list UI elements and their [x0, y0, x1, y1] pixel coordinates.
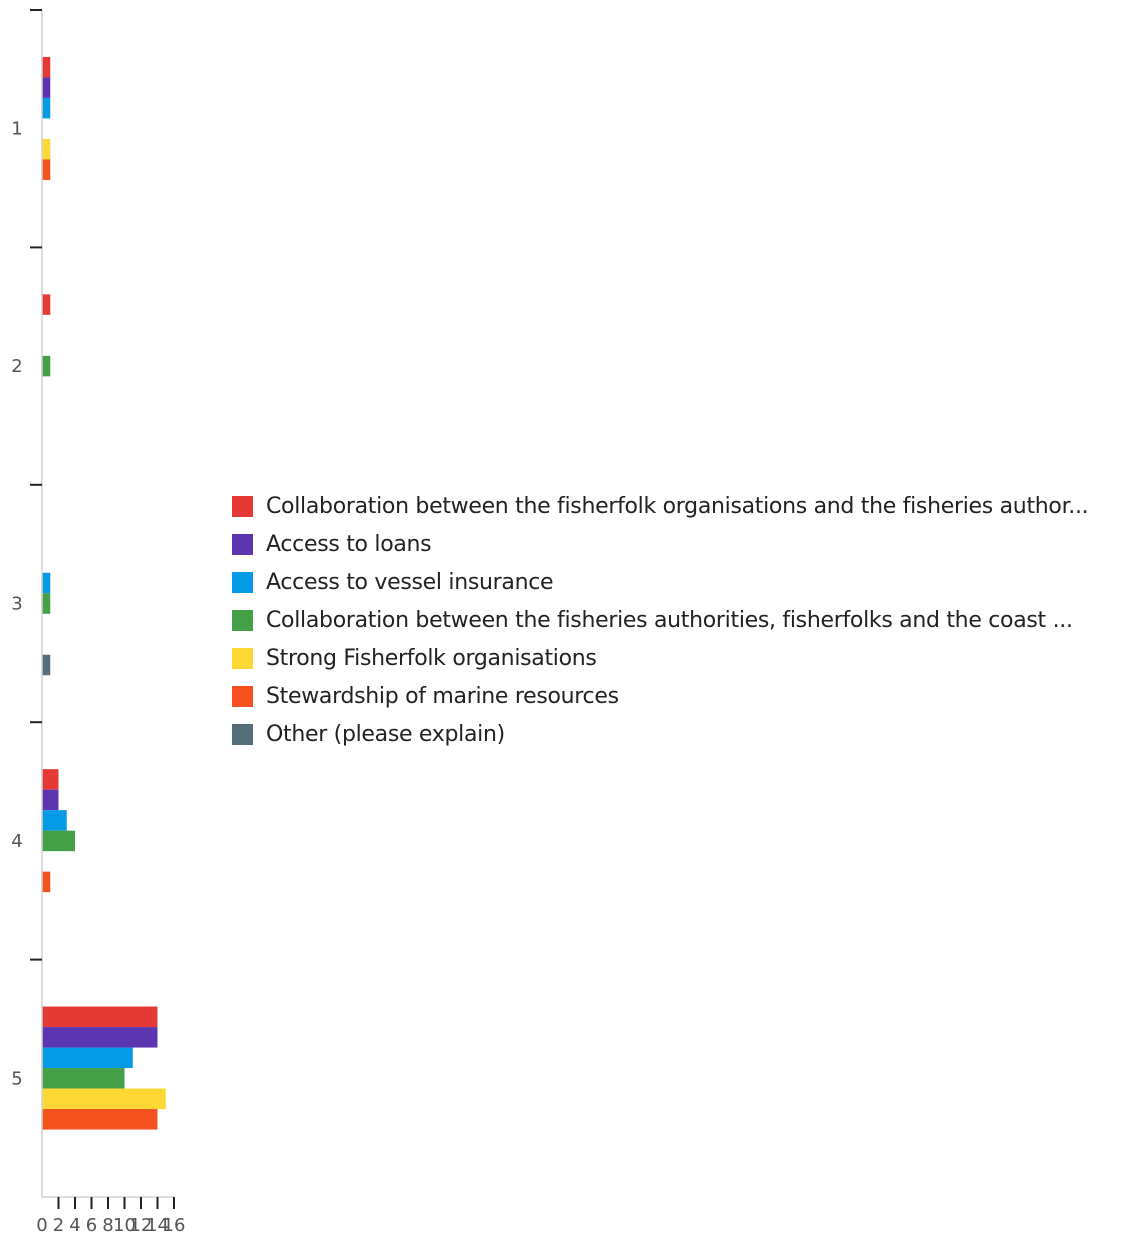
legend-swatch [232, 495, 253, 517]
x-tick-label: 4 [69, 1215, 80, 1236]
legend-swatch [232, 571, 253, 593]
bars-group [42, 56, 166, 1130]
legend: Collaboration between the fisherfolk org… [232, 487, 1089, 753]
legend-label: Access to loans [266, 531, 432, 557]
y-tick-label: 4 [11, 831, 22, 852]
legend-swatch [232, 685, 253, 707]
bar[interactable] [42, 1109, 158, 1130]
bar[interactable] [42, 1088, 166, 1110]
bar[interactable] [42, 159, 51, 180]
bar[interactable] [42, 138, 51, 160]
bar[interactable] [42, 1027, 158, 1048]
y-axis-labels: 1 2 3 4 5 [11, 119, 22, 1090]
bar[interactable] [42, 789, 59, 811]
x-tick-label: 10 [113, 1215, 136, 1236]
legend-label: Other (please explain) [266, 721, 505, 747]
legend-swatch [232, 723, 253, 745]
bar[interactable] [42, 593, 51, 614]
legend-item[interactable]: Access to vessel insurance [232, 563, 1088, 601]
bar[interactable] [42, 1047, 133, 1069]
bar[interactable] [42, 294, 51, 315]
legend-swatch [232, 533, 253, 555]
bar[interactable] [42, 810, 67, 831]
bar[interactable] [42, 769, 59, 790]
legend-item[interactable]: Collaboration between the fisherfolk org… [232, 487, 1089, 525]
y-tick-label: 2 [11, 356, 22, 377]
x-tick-label: 16 [163, 1215, 186, 1236]
legend-swatch [232, 647, 253, 669]
legend-swatch [232, 609, 253, 631]
y-tick-label: 5 [11, 1068, 22, 1089]
x-tick-label: 14 [146, 1215, 169, 1236]
legend-label: Collaboration between the fisherfolk org… [266, 493, 1089, 519]
bar[interactable] [42, 572, 51, 594]
x-tick-label: 0 [36, 1215, 47, 1236]
x-tick-label: 6 [86, 1215, 97, 1236]
bar[interactable] [42, 77, 51, 98]
bar[interactable] [42, 654, 51, 676]
legend-item[interactable]: Strong Fisherfolk organisations [232, 639, 1088, 677]
y-tick-label: 3 [11, 594, 22, 615]
legend-item[interactable]: Stewardship of marine resources [232, 677, 1088, 715]
bar[interactable] [42, 97, 51, 119]
x-axis-ticks [57, 1197, 175, 1209]
bar[interactable] [42, 1068, 125, 1089]
legend-label: Strong Fisherfolk organisations [266, 645, 597, 671]
bar[interactable] [42, 56, 51, 78]
legend-label: Collaboration between the fisheries auth… [266, 607, 1073, 633]
y-tick-label: 1 [11, 119, 22, 140]
bar[interactable] [42, 871, 51, 893]
legend-item[interactable]: Access to loans [232, 525, 1088, 563]
legend-item[interactable]: Other (please explain) [232, 715, 1088, 753]
bar[interactable] [42, 1006, 158, 1028]
y-axis-ticks [30, 9, 42, 961]
legend-label: Stewardship of marine resources [266, 683, 619, 709]
legend-label: Access to vessel insurance [266, 569, 554, 595]
x-tick-label: 8 [102, 1215, 113, 1236]
bar[interactable] [42, 355, 51, 377]
x-tick-label: 12 [130, 1215, 153, 1236]
legend-item[interactable]: Collaboration between the fisheries auth… [232, 601, 1088, 639]
bar[interactable] [42, 830, 75, 852]
x-tick-label: 2 [53, 1215, 64, 1236]
